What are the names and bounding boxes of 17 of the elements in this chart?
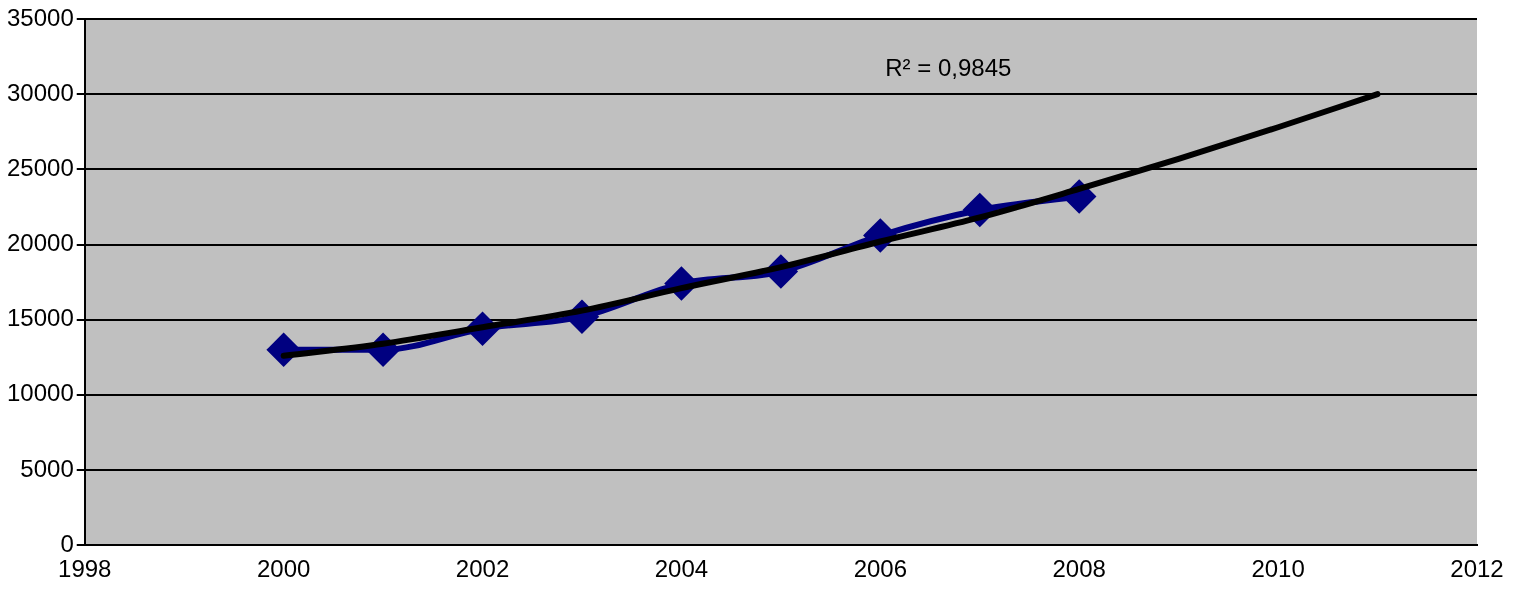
x-tick-label: 2002 xyxy=(455,555,510,583)
annotation: R² = 0,9845 xyxy=(885,53,1012,81)
x-tick-label: 1998 xyxy=(58,555,112,583)
x-tick-label: 2004 xyxy=(654,555,709,583)
x-tick-label: 2006 xyxy=(853,555,908,583)
x-tick-label: 2012 xyxy=(1450,555,1504,583)
y-tick-label: 35000 xyxy=(6,3,74,31)
x-tick-label: 2008 xyxy=(1052,555,1106,583)
x-tick-label: 2000 xyxy=(256,555,311,583)
y-tick-label: 0 xyxy=(60,529,74,557)
y-tick-label: 25000 xyxy=(6,153,74,181)
y-tick-label: 30000 xyxy=(6,78,74,106)
y-tick-label: 10000 xyxy=(6,379,74,407)
y-tick-label: 20000 xyxy=(6,229,74,257)
y-tick-label: 15000 xyxy=(6,304,74,332)
y-tick-label: 5000 xyxy=(20,454,74,482)
x-tick-label: 2010 xyxy=(1251,555,1305,583)
